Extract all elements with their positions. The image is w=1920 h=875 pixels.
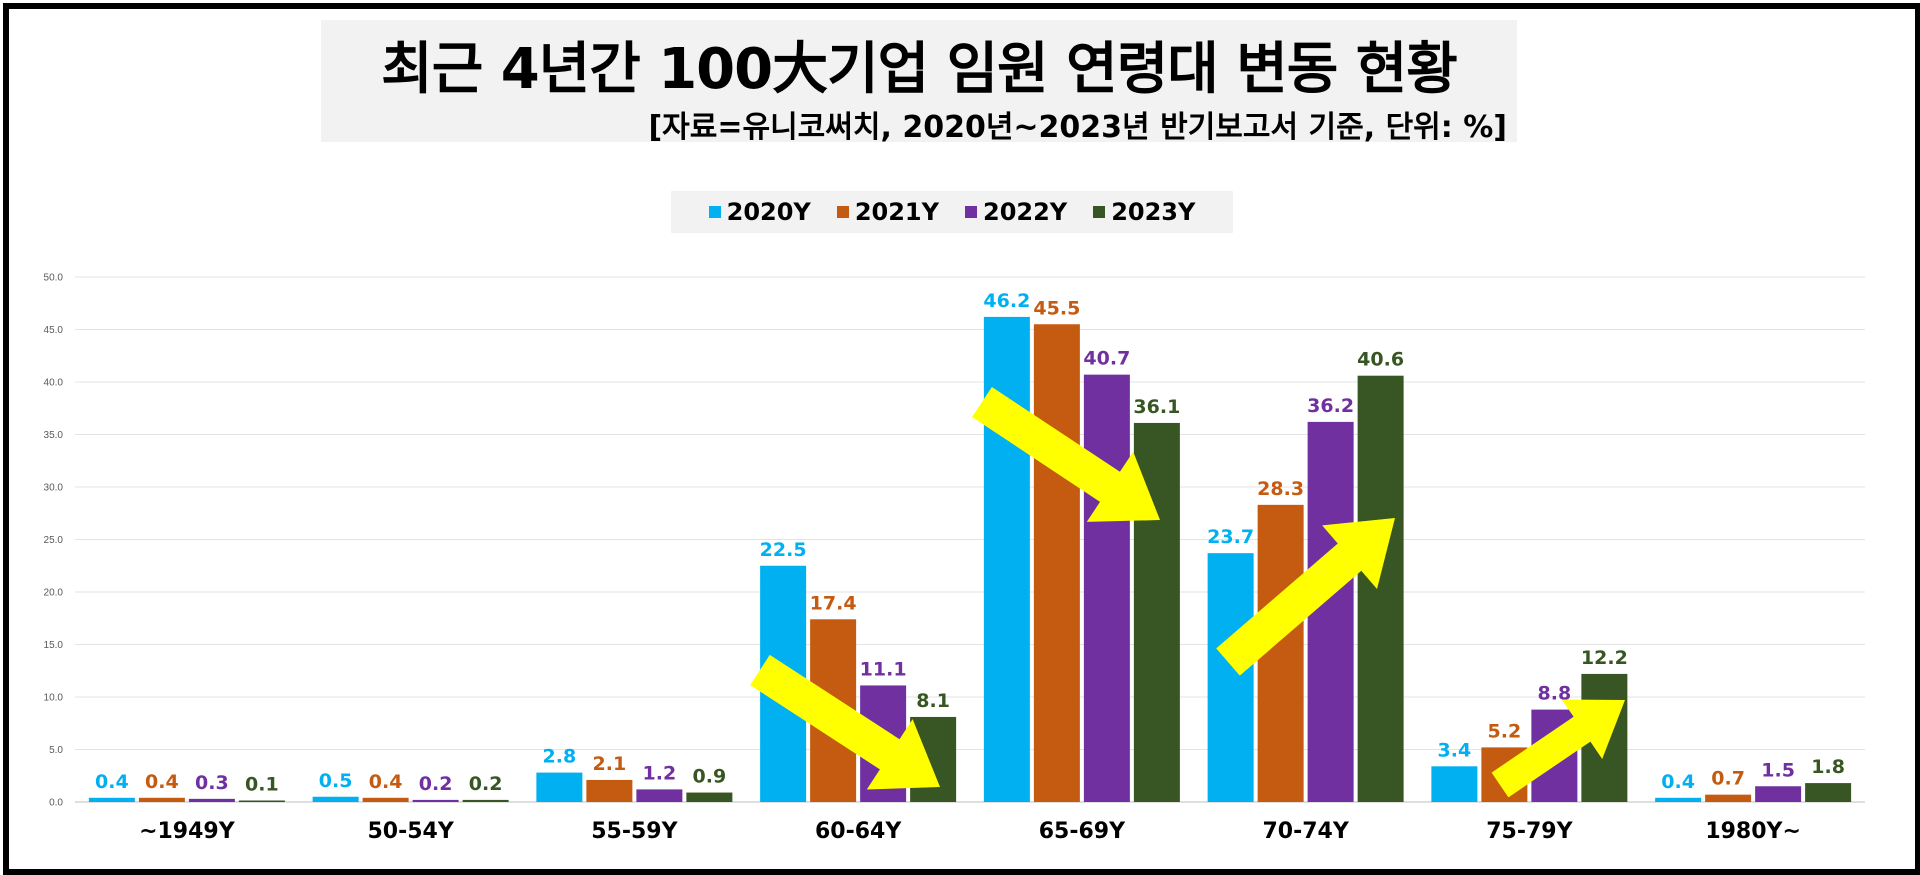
bar <box>412 799 459 802</box>
bar <box>586 779 633 802</box>
trend-arrow <box>972 387 1160 522</box>
legend-label-2022: 2022Y <box>983 198 1068 226</box>
trend-arrows <box>750 387 1625 798</box>
bar <box>88 797 135 802</box>
data-label: 1.8 <box>1811 756 1845 778</box>
data-label: 0.9 <box>693 766 727 788</box>
category-label: 50-54Y <box>367 819 454 844</box>
data-label: 1.2 <box>643 762 677 784</box>
category-label: 60-64Y <box>815 819 902 844</box>
data-label: 0.7 <box>1711 768 1745 790</box>
title-box: 최근 4년간 100大기업 임원 연령대 변동 현황 [자료=유니코써치, 20… <box>321 20 1517 145</box>
legend-item-2021: 2021Y <box>836 198 939 226</box>
y-tick-label: 0.0 <box>49 798 63 809</box>
data-label: 0.4 <box>145 771 179 793</box>
data-label: 1.5 <box>1761 759 1795 781</box>
data-label: 2.8 <box>543 746 577 768</box>
bar <box>1655 797 1702 802</box>
data-label: 0.2 <box>419 773 453 795</box>
y-tick-label: 50.0 <box>44 273 64 284</box>
legend-item-2020: 2020Y <box>708 198 811 226</box>
data-labels: 0.4 0.4 0.3 0.1 0.5 0.4 0.2 0.2 2.8 2.1 1.2 0.9 22.5… <box>95 290 1845 796</box>
data-label: 0.4 <box>1661 771 1695 793</box>
data-label: 28.3 <box>1257 478 1304 500</box>
legend-swatch-2022 <box>965 206 977 218</box>
legend-item-2022: 2022Y <box>965 198 1067 226</box>
bar <box>1431 766 1478 802</box>
bar <box>1357 375 1404 802</box>
data-label: 22.5 <box>760 539 807 561</box>
data-label: 45.5 <box>1033 297 1080 319</box>
legend-label-2023: 2023Y <box>1111 198 1196 226</box>
category-labels: ~1949Y 50-54Y 55-59Y 60-64Y 65-69Y 70-74Y 75-7… <box>139 819 1801 844</box>
bar <box>1083 374 1130 802</box>
bar <box>1755 786 1802 802</box>
data-label: 2.1 <box>593 753 627 775</box>
data-label: 8.1 <box>916 690 950 712</box>
y-tick-label: 20.0 <box>44 588 64 599</box>
data-label: 12.2 <box>1581 647 1628 669</box>
data-label: 0.5 <box>319 770 353 792</box>
legend-swatch-2020 <box>708 206 721 218</box>
legend-label-2021: 2021Y <box>854 198 939 226</box>
bar <box>636 789 683 802</box>
bar <box>238 800 285 802</box>
legend-item-2023: 2023Y <box>1093 198 1195 226</box>
bar <box>536 772 583 802</box>
bar <box>1307 421 1354 802</box>
data-label: 40.7 <box>1083 348 1130 370</box>
y-tick-label: 25.0 <box>44 535 64 546</box>
y-tick-label: 10.0 <box>44 693 64 704</box>
category-label: 1980Y~ <box>1705 819 1801 844</box>
bar <box>1705 794 1752 802</box>
y-tick-label: 45.0 <box>44 325 64 336</box>
data-label: 23.7 <box>1207 526 1254 548</box>
legend-swatch-2021 <box>836 206 849 218</box>
legend-swatch-2023 <box>1093 206 1106 218</box>
category-label: 65-69Y <box>1039 819 1126 844</box>
chart-title: 최근 4년간 100大기업 임원 연령대 변동 현황 <box>381 37 1458 102</box>
bar <box>686 792 733 802</box>
bar <box>188 798 235 802</box>
data-label: 0.4 <box>369 771 403 793</box>
y-tick-label: 30.0 <box>44 483 64 494</box>
data-label: 0.4 <box>95 771 129 793</box>
data-label: 36.1 <box>1133 396 1180 418</box>
category-label: 55-59Y <box>591 819 678 844</box>
category-label: 70-74Y <box>1262 819 1349 844</box>
legend-label-2020: 2020Y <box>726 198 811 226</box>
bar <box>312 796 359 802</box>
data-label: 36.2 <box>1307 395 1354 417</box>
data-label: 0.1 <box>245 774 279 796</box>
bar <box>1805 783 1852 802</box>
chart-legend: 2020Y 2021Y 2022Y 2023Y <box>671 191 1233 233</box>
bar <box>362 797 409 802</box>
category-label: 75-79Y <box>1486 819 1573 844</box>
data-label: 5.2 <box>1488 720 1522 742</box>
y-tick-label: 40.0 <box>44 378 64 389</box>
bar <box>138 797 185 802</box>
y-tick-label: 5.0 <box>49 745 63 756</box>
data-label: 8.8 <box>1538 683 1572 705</box>
gridlines: 0.0 5.0 10.0 15.0 20.0 25.0 30.0 35.0 40.0 45.0 50… <box>44 273 1865 809</box>
bar <box>462 799 509 802</box>
y-tick-label: 35.0 <box>44 430 64 441</box>
chart-subtitle: [자료=유니코써치, 2020년~2023년 반기보고서 기준, 단위: %] <box>648 110 1507 145</box>
data-label: 46.2 <box>983 290 1030 312</box>
trend-arrow <box>1491 699 1625 798</box>
y-tick-label: 15.0 <box>44 640 64 651</box>
bar <box>1033 324 1080 802</box>
trend-arrow <box>750 654 940 790</box>
data-label: 0.2 <box>469 773 503 795</box>
data-label: 40.6 <box>1357 349 1404 371</box>
trend-arrow <box>1216 518 1395 676</box>
category-label: ~1949Y <box>139 819 236 844</box>
bar <box>1207 553 1254 802</box>
data-label: 3.4 <box>1438 739 1472 761</box>
data-label: 11.1 <box>860 658 907 680</box>
data-label: 0.3 <box>195 772 229 794</box>
data-label: 17.4 <box>810 592 857 614</box>
